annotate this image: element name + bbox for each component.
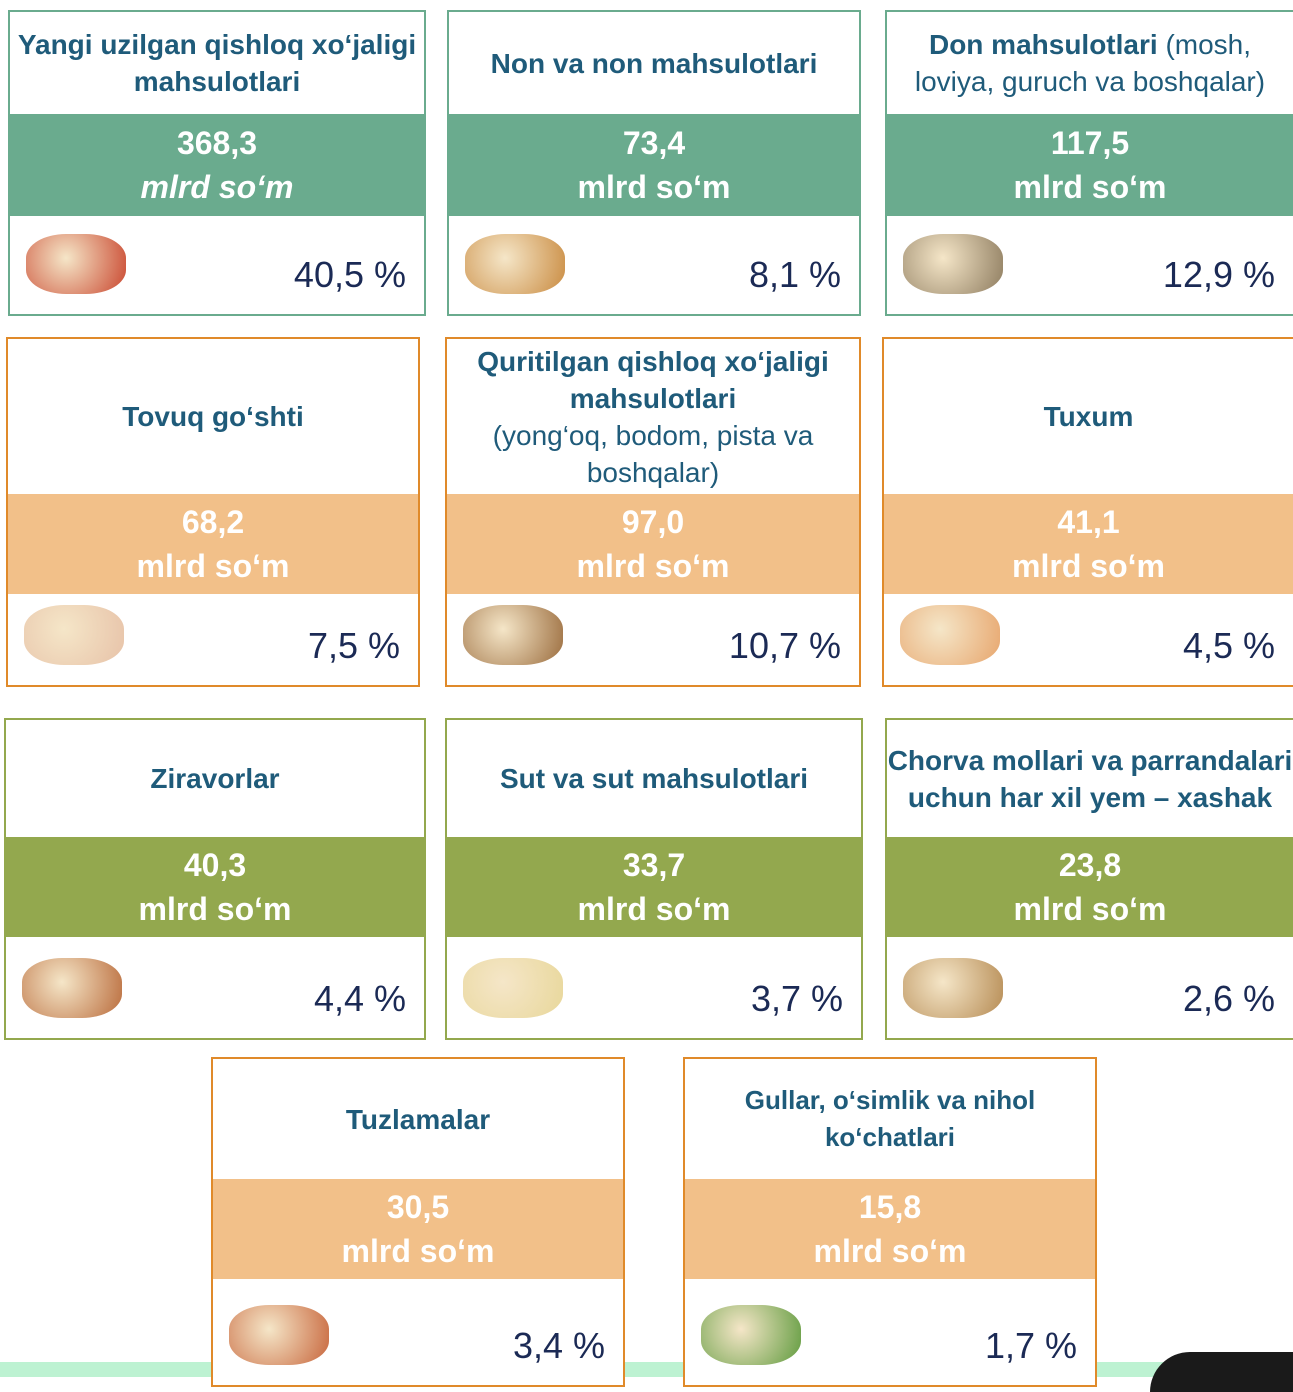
value-band: 97,0 mlrd so‘m	[447, 494, 859, 594]
unit: mlrd so‘m	[813, 1233, 967, 1269]
share-percent: 8,1 %	[748, 254, 841, 295]
card: Don mahsulotlari (mosh, loviya, guruch v…	[885, 10, 1293, 316]
card-header: Tuxum	[884, 339, 1293, 494]
card: Gullar, o‘simlik va nihol ko‘chatlari 15,…	[683, 1057, 1097, 1387]
share-percent: 4,5 %	[1182, 625, 1275, 666]
card-title: Quritilgan qishloq xo‘jaligi mahsulotlar…	[477, 345, 829, 414]
share-percent: 3,7 %	[750, 978, 843, 1019]
card-title: Tuxum	[1043, 401, 1134, 432]
product-image	[229, 1305, 329, 1365]
product-image	[900, 605, 1000, 665]
product-image	[26, 234, 126, 294]
unit: mlrd so‘m	[138, 891, 292, 927]
value-band: 41,1 mlrd so‘m	[884, 494, 1293, 594]
value-band: 40,3 mlrd so‘m	[6, 837, 424, 937]
card: Ziravorlar 40,3 mlrd so‘m 4,4 %	[4, 718, 426, 1040]
product-image	[22, 958, 122, 1018]
share-percent: 10,7 %	[728, 625, 841, 666]
amount: 30,5	[386, 1189, 450, 1225]
amount: 23,8	[1058, 847, 1122, 883]
unit: mlrd so‘m	[136, 548, 290, 584]
card-header: Non va non mahsulotlari	[449, 12, 859, 114]
value-band: 117,5 mlrd so‘m	[887, 114, 1293, 216]
product-image	[24, 605, 124, 665]
share-percent: 3,4 %	[512, 1325, 605, 1366]
card-header: Gullar, o‘simlik va nihol ko‘chatlari	[685, 1059, 1095, 1179]
card-title: Ziravorlar	[150, 763, 280, 794]
unit: mlrd so‘m	[577, 891, 731, 927]
product-image	[463, 958, 563, 1018]
product-image	[463, 605, 563, 665]
card-title: Tovuq go‘shti	[122, 401, 304, 432]
amount: 117,5	[1050, 125, 1130, 161]
card-header: Quritilgan qishloq xo‘jaligi mahsulotlar…	[447, 339, 859, 494]
value-band: 68,2 mlrd so‘m	[8, 494, 418, 594]
value-band: 30,5 mlrd so‘m	[213, 1179, 623, 1279]
share-percent: 12,9 %	[1162, 254, 1275, 295]
product-image	[903, 234, 1003, 294]
unit: mlrd so‘m	[577, 169, 731, 205]
card: Chorva mollari va parrandalari uchun har…	[885, 718, 1293, 1040]
card-header: Chorva mollari va parrandalari uchun har…	[887, 720, 1293, 837]
unit: mlrd so‘m	[1013, 169, 1167, 205]
card-header: Tovuq go‘shti	[8, 339, 418, 494]
amount: 40,3	[183, 847, 247, 883]
card: Non va non mahsulotlari 73,4 mlrd so‘m 8,1 …	[447, 10, 861, 316]
card-title: Don mahsulotlari	[928, 29, 1158, 60]
amount: 15,8	[858, 1189, 922, 1225]
card: Quritilgan qishloq xo‘jaligi mahsulotlar…	[445, 337, 861, 687]
footer-strip	[0, 1362, 1293, 1377]
card: Tovuq go‘shti 68,2 mlrd so‘m 7,5 %	[6, 337, 420, 687]
card-title: Chorva mollari va parrandalari uchun har…	[887, 744, 1293, 813]
unit: mlrd so‘m	[576, 548, 730, 584]
card-title: Yangi uzilgan qishloq xo‘jaligi mahsulot…	[17, 29, 417, 97]
unit: mlrd so‘m	[1013, 891, 1167, 927]
amount: 41,1	[1057, 504, 1120, 540]
card-header: Don mahsulotlari (mosh, loviya, guruch v…	[887, 12, 1293, 114]
amount: 33,7	[622, 847, 686, 883]
card-title: Tuzlamalar	[345, 1103, 491, 1135]
value-band: 15,8 mlrd so‘m	[685, 1179, 1095, 1279]
product-image	[701, 1305, 801, 1365]
card-header: Yangi uzilgan qishloq xo‘jaligi mahsulot…	[10, 12, 424, 114]
share-percent: 7,5 %	[307, 625, 400, 666]
amount: 68,2	[181, 504, 245, 540]
card: Tuzlamalar 30,5 mlrd so‘m 3,4 %	[211, 1057, 625, 1387]
card-note: (yong‘oq, bodom, pista va boshqalar)	[492, 419, 814, 488]
unit: mlrd so‘m	[341, 1233, 495, 1269]
amount: 368,3	[176, 125, 258, 161]
value-band: 73,4 mlrd so‘m	[449, 114, 859, 216]
card-note: (mosh, loviya, guruch va boshqalar)	[914, 29, 1266, 97]
amount: 73,4	[622, 125, 686, 161]
card-header: Tuzlamalar	[213, 1059, 623, 1179]
card-header: Ziravorlar	[6, 720, 424, 837]
card-header: Sut va sut mahsulotlari	[447, 720, 861, 837]
card-title: Non va non mahsulotlari	[490, 47, 818, 79]
card: Tuxum 41,1 mlrd so‘m 4,5 %	[882, 337, 1293, 687]
unit: mlrd so‘m	[140, 169, 294, 205]
card-title: Sut va sut mahsulotlari	[499, 763, 809, 794]
share-percent: 40,5 %	[293, 254, 406, 295]
value-band: 33,7 mlrd so‘m	[447, 837, 861, 937]
share-percent: 2,6 %	[1182, 978, 1275, 1019]
share-percent: 1,7 %	[984, 1325, 1077, 1366]
unit: mlrd so‘m	[1012, 548, 1165, 584]
product-image	[903, 958, 1003, 1018]
product-image	[465, 234, 565, 294]
card-title: Gullar, o‘simlik va nihol ko‘chatlari	[744, 1085, 1036, 1152]
share-percent: 4,4 %	[313, 978, 406, 1019]
amount: 97,0	[621, 504, 685, 540]
value-band: 23,8 mlrd so‘m	[887, 837, 1293, 937]
card: Yangi uzilgan qishloq xo‘jaligi mahsulot…	[8, 10, 426, 316]
footer-shape	[1150, 1352, 1293, 1392]
card: Sut va sut mahsulotlari 33,7 mlrd so‘m 3,7 …	[445, 718, 863, 1040]
value-band: 368,3 mlrd so‘m	[10, 114, 424, 216]
